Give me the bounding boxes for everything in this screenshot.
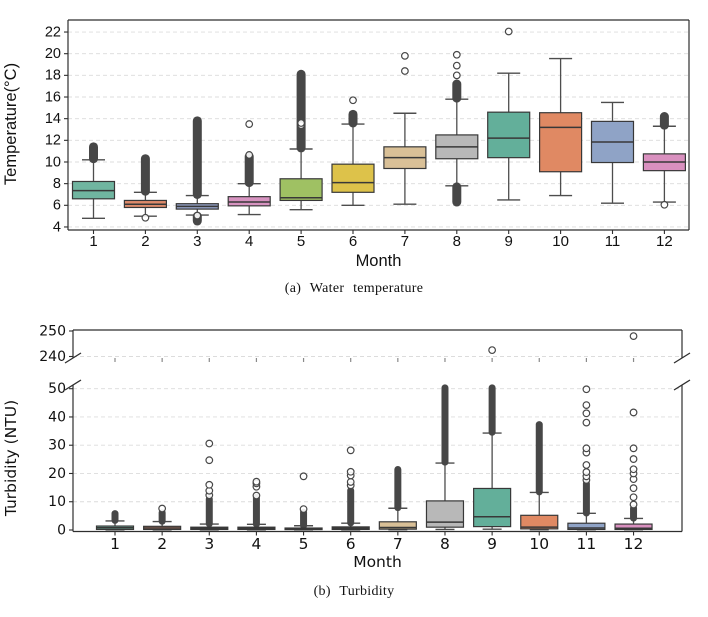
svg-text:250: 250 xyxy=(39,324,66,340)
svg-text:20: 20 xyxy=(48,466,66,482)
svg-text:10: 10 xyxy=(552,233,569,250)
svg-text:3: 3 xyxy=(204,535,214,553)
svg-text:4: 4 xyxy=(245,233,253,250)
caption-water-temperature: (a) Water temperature xyxy=(284,281,424,296)
svg-text:Temperature(°C): Temperature(°C) xyxy=(2,63,20,185)
svg-text:7: 7 xyxy=(401,233,409,250)
svg-text:8: 8 xyxy=(440,535,450,553)
svg-text:Month: Month xyxy=(353,553,402,571)
svg-text:14: 14 xyxy=(45,111,61,127)
svg-text:22: 22 xyxy=(45,24,61,40)
svg-text:6: 6 xyxy=(346,535,356,553)
svg-text:10: 10 xyxy=(529,535,549,553)
svg-text:6: 6 xyxy=(53,198,61,214)
svg-text:10: 10 xyxy=(48,494,66,510)
svg-text:12: 12 xyxy=(624,535,644,553)
svg-text:9: 9 xyxy=(505,233,513,250)
svg-text:240: 240 xyxy=(39,349,66,365)
svg-text:1: 1 xyxy=(110,535,120,553)
svg-text:5: 5 xyxy=(299,535,309,553)
svg-text:40: 40 xyxy=(48,409,66,425)
svg-text:12: 12 xyxy=(656,233,673,250)
svg-text:3: 3 xyxy=(193,233,201,250)
svg-text:7: 7 xyxy=(393,535,403,553)
svg-text:2: 2 xyxy=(157,535,167,553)
svg-text:12: 12 xyxy=(45,133,61,149)
svg-text:8: 8 xyxy=(53,176,61,192)
svg-text:16: 16 xyxy=(45,89,61,105)
svg-text:11: 11 xyxy=(577,535,597,553)
svg-text:0: 0 xyxy=(57,523,66,539)
svg-text:10: 10 xyxy=(45,154,61,170)
svg-text:30: 30 xyxy=(48,438,66,454)
svg-text:5: 5 xyxy=(297,233,305,250)
svg-text:4: 4 xyxy=(53,219,61,235)
svg-text:18: 18 xyxy=(45,68,61,84)
svg-text:4: 4 xyxy=(251,535,261,553)
svg-text:20: 20 xyxy=(45,46,61,62)
svg-text:Month: Month xyxy=(356,252,402,270)
caption-turbidity: (b) Turbidity xyxy=(313,584,395,599)
svg-text:11: 11 xyxy=(605,233,621,250)
svg-text:2: 2 xyxy=(141,233,149,250)
svg-text:50: 50 xyxy=(48,381,66,397)
svg-text:1: 1 xyxy=(89,233,97,250)
svg-text:9: 9 xyxy=(487,535,497,553)
svg-text:Turbidity (NTU): Turbidity (NTU) xyxy=(2,400,20,517)
svg-text:8: 8 xyxy=(453,233,461,250)
svg-text:6: 6 xyxy=(349,233,357,250)
